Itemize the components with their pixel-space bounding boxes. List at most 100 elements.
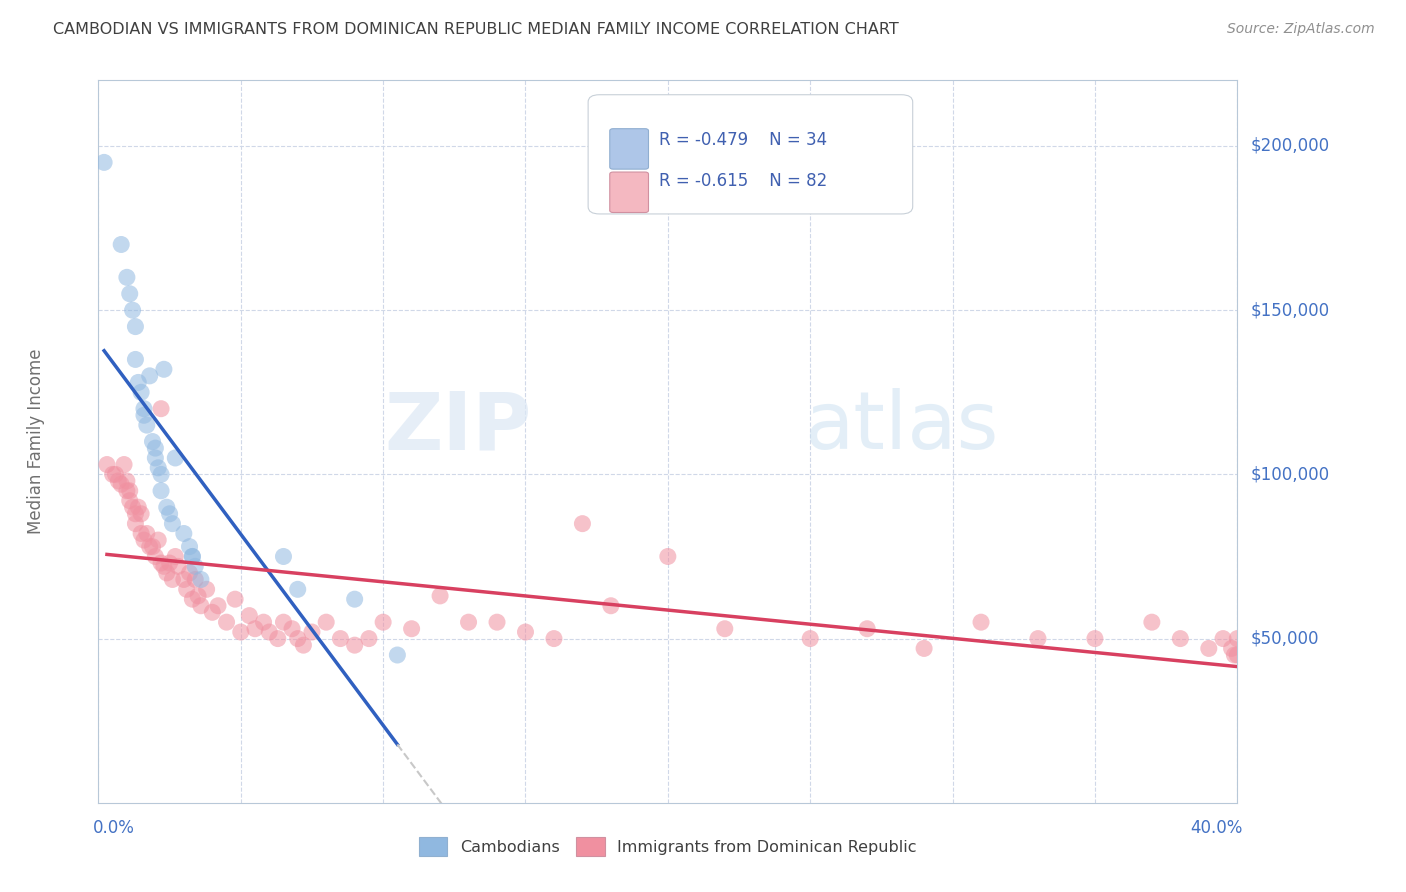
Point (252, 615, 274, 630)
Point (159, 507, 181, 521)
Point (273, 615, 295, 630)
Point (127, 376, 149, 390)
Point (912, 641, 935, 656)
Point (201, 605, 224, 619)
Point (315, 615, 337, 630)
Point (156, 500, 179, 515)
Point (343, 592, 366, 607)
Point (215, 615, 238, 630)
Point (287, 582, 309, 597)
Point (121, 500, 143, 515)
Point (184, 573, 207, 587)
Point (141, 540, 163, 554)
Point (343, 638, 366, 652)
Legend: Cambodians, Immigrants from Dominican Republic: Cambodians, Immigrants from Dominican Re… (419, 837, 917, 856)
Text: atlas: atlas (804, 388, 998, 467)
Point (138, 368, 160, 383)
Point (118, 493, 141, 508)
Point (243, 622, 266, 636)
Point (1212, 632, 1234, 646)
Point (176, 582, 198, 597)
Text: CAMBODIAN VS IMMIGRANTS FROM DOMINICAN REPUBLIC MEDIAN FAMILY INCOME CORRELATION: CAMBODIAN VS IMMIGRANTS FROM DOMINICAN R… (53, 22, 900, 37)
Point (301, 625, 323, 640)
Point (162, 516, 184, 531)
Point (132, 409, 155, 423)
Point (115, 474, 138, 488)
Point (96, 458, 118, 472)
Point (1226, 632, 1249, 646)
Point (224, 592, 246, 607)
Text: $150,000: $150,000 (1251, 301, 1330, 319)
Point (179, 566, 201, 580)
Point (150, 556, 173, 570)
Point (292, 638, 315, 652)
Text: Source: ZipAtlas.com: Source: ZipAtlas.com (1227, 22, 1375, 37)
Point (104, 467, 127, 482)
Text: ZIP: ZIP (384, 388, 531, 467)
Text: 40.0%: 40.0% (1191, 819, 1243, 837)
Point (207, 599, 229, 613)
Point (799, 632, 821, 646)
Point (373, 615, 395, 630)
Point (145, 441, 167, 455)
Text: Median Family Income: Median Family Income (27, 349, 45, 534)
Point (112, 458, 135, 472)
Point (273, 549, 295, 564)
Point (1198, 641, 1220, 656)
Point (115, 270, 138, 285)
Point (1084, 632, 1107, 646)
Point (457, 615, 479, 630)
Point (179, 540, 201, 554)
Point (329, 632, 352, 646)
Point (1223, 648, 1246, 662)
Point (190, 573, 212, 587)
Point (1220, 641, 1243, 656)
Point (1026, 632, 1049, 646)
Point (657, 549, 679, 564)
Point (107, 474, 129, 488)
Text: R = -0.615    N = 82: R = -0.615 N = 82 (659, 172, 827, 190)
FancyBboxPatch shape (588, 95, 912, 214)
Point (118, 286, 141, 301)
Point (259, 625, 281, 640)
Point (1140, 615, 1163, 630)
Point (165, 549, 187, 564)
Point (150, 467, 173, 482)
Point (173, 573, 195, 587)
Point (138, 540, 160, 554)
Point (148, 460, 170, 475)
Point (181, 592, 204, 607)
Point (162, 573, 184, 587)
Point (135, 418, 157, 433)
Text: $50,000: $50,000 (1251, 630, 1319, 648)
Point (153, 559, 176, 574)
Point (135, 526, 157, 541)
Point (118, 483, 141, 498)
Point (159, 556, 181, 570)
Point (156, 566, 179, 580)
Point (401, 622, 423, 636)
Point (173, 526, 195, 541)
Point (165, 450, 187, 465)
Point (600, 599, 623, 613)
Point (184, 559, 207, 574)
Point (281, 622, 304, 636)
Point (714, 622, 737, 636)
Point (195, 582, 218, 597)
Point (93, 155, 115, 169)
Point (121, 303, 143, 318)
Point (132, 401, 155, 416)
Point (190, 599, 212, 613)
Point (181, 549, 204, 564)
FancyBboxPatch shape (610, 172, 648, 212)
Point (115, 483, 138, 498)
Point (150, 483, 173, 498)
Text: 0.0%: 0.0% (93, 819, 135, 837)
FancyBboxPatch shape (610, 128, 648, 169)
Point (970, 615, 993, 630)
Text: R = -0.479    N = 34: R = -0.479 N = 34 (659, 130, 827, 149)
Text: $200,000: $200,000 (1251, 137, 1330, 155)
Text: $100,000: $100,000 (1251, 466, 1330, 483)
Point (148, 533, 170, 547)
Point (110, 477, 132, 491)
